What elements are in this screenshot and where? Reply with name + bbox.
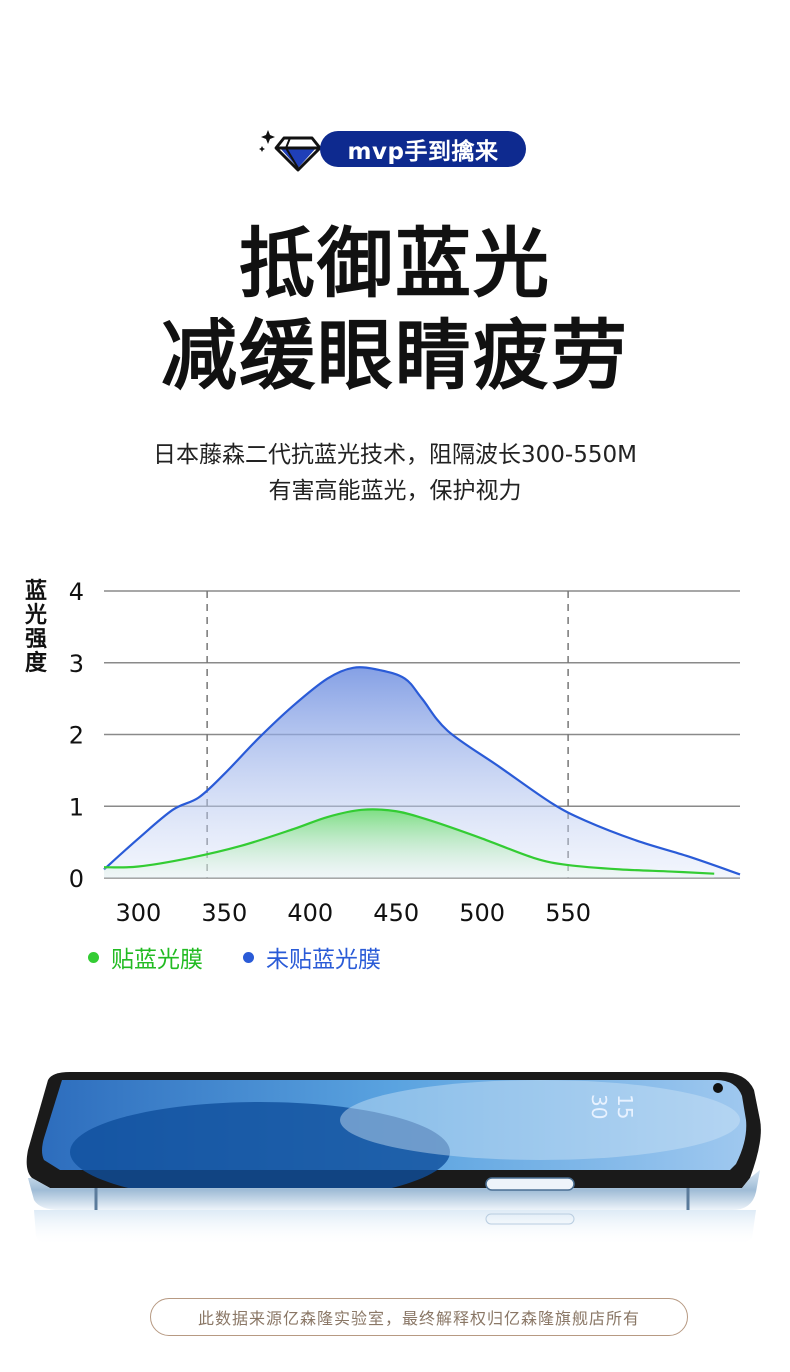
badge-label: mvp手到擒来 — [320, 131, 526, 167]
area-with-film — [104, 809, 715, 878]
x-tick-label: 500 — [459, 899, 505, 927]
subtitle-line-1: 日本藤森二代抗蓝光技术，阻隔波长300-550M — [153, 442, 637, 468]
chart-legend: 贴蓝光膜 未贴蓝光膜 — [88, 940, 421, 974]
legend-label-with-film: 贴蓝光膜 — [111, 947, 203, 973]
side-button — [485, 1177, 575, 1191]
data-source-note: 此数据来源亿森隆实验室，最终解释权归亿森隆旗舰店所有 — [150, 1298, 688, 1336]
legend-item-without-film: 未贴蓝光膜 — [243, 940, 381, 974]
x-tick-label: 450 — [373, 899, 419, 927]
phone-time-hour: 15 — [613, 1094, 637, 1119]
headline-line-1: 抵御蓝光 — [239, 219, 551, 308]
area-without-film — [104, 667, 740, 878]
y-tick-label: 2 — [69, 722, 84, 750]
legend-dot-green — [88, 951, 99, 963]
brand-badge: mvp手到擒来 — [256, 124, 528, 174]
y-tick-label: 3 — [69, 650, 84, 678]
series-line-without-film — [103, 666, 741, 876]
phone-illustration: 15 30 — [26, 1072, 761, 1246]
y-axis-label: 蓝光强度 — [24, 579, 47, 676]
y-tick-label: 1 — [69, 793, 84, 821]
x-tick-label: 400 — [287, 899, 333, 927]
front-camera-icon — [713, 1083, 723, 1093]
diamond-sparkle-icon — [259, 130, 322, 172]
legend-dot-blue — [243, 951, 254, 963]
x-tick-label: 300 — [115, 899, 161, 927]
x-tick-label: 350 — [201, 899, 247, 927]
blue-light-chart: 0 1 2 3 4 300 350 400 450 500 550 — [69, 578, 741, 927]
series-line-with-film — [103, 808, 715, 875]
subtitle-line-2: 有害高能蓝光，保护视力 — [268, 478, 522, 504]
legend-item-with-film: 贴蓝光膜 — [88, 940, 203, 974]
legend-label-without-film: 未贴蓝光膜 — [266, 947, 381, 973]
y-tick-label: 0 — [69, 865, 84, 893]
y-tick-label: 4 — [69, 578, 84, 606]
x-tick-label: 550 — [545, 899, 591, 927]
headline-line-2: 减缓眼睛疲劳 — [161, 311, 629, 400]
phone-time-minute: 30 — [587, 1094, 611, 1119]
